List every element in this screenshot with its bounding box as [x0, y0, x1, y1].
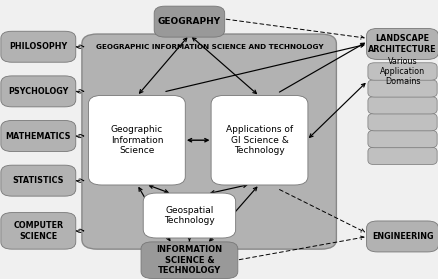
Text: PHILOSOPHY: PHILOSOPHY	[9, 42, 67, 51]
Text: Geographic
Information
Science: Geographic Information Science	[111, 125, 163, 155]
FancyBboxPatch shape	[368, 113, 437, 131]
FancyBboxPatch shape	[88, 95, 185, 185]
FancyBboxPatch shape	[368, 130, 437, 148]
Text: ENGINEERING: ENGINEERING	[372, 232, 433, 241]
FancyBboxPatch shape	[368, 80, 437, 97]
Text: MATHEMATICS: MATHEMATICS	[6, 131, 71, 141]
Text: GEOGRAPHIC INFORMATION SCIENCE AND TECHNOLOGY: GEOGRAPHIC INFORMATION SCIENCE AND TECHN…	[95, 44, 323, 50]
FancyBboxPatch shape	[1, 76, 76, 107]
FancyBboxPatch shape	[367, 28, 438, 59]
FancyBboxPatch shape	[154, 6, 225, 37]
Text: GEOGRAPHY: GEOGRAPHY	[158, 17, 221, 26]
FancyBboxPatch shape	[1, 213, 76, 249]
FancyBboxPatch shape	[1, 121, 76, 151]
FancyBboxPatch shape	[1, 165, 76, 196]
Text: STATISTICS: STATISTICS	[13, 176, 64, 185]
FancyBboxPatch shape	[1, 31, 76, 62]
FancyBboxPatch shape	[82, 34, 336, 249]
Text: COMPUTER
SCIENCE: COMPUTER SCIENCE	[13, 221, 64, 240]
FancyBboxPatch shape	[368, 97, 437, 114]
FancyBboxPatch shape	[368, 63, 437, 80]
FancyBboxPatch shape	[141, 242, 238, 278]
Text: PSYCHOLOGY: PSYCHOLOGY	[8, 87, 68, 96]
FancyBboxPatch shape	[368, 147, 437, 165]
Text: Applications of
GI Science &
Technology: Applications of GI Science & Technology	[226, 125, 293, 155]
FancyBboxPatch shape	[143, 193, 236, 238]
Text: Geospatial
Technology: Geospatial Technology	[164, 206, 215, 225]
Text: INFORMATION
SCIENCE &
TECHNOLOGY: INFORMATION SCIENCE & TECHNOLOGY	[156, 245, 223, 275]
Text: Various
Application
Domains: Various Application Domains	[380, 57, 425, 86]
Text: LANDSCAPE
ARCHITECTURE: LANDSCAPE ARCHITECTURE	[368, 34, 437, 54]
FancyBboxPatch shape	[367, 221, 438, 252]
FancyBboxPatch shape	[211, 95, 308, 185]
